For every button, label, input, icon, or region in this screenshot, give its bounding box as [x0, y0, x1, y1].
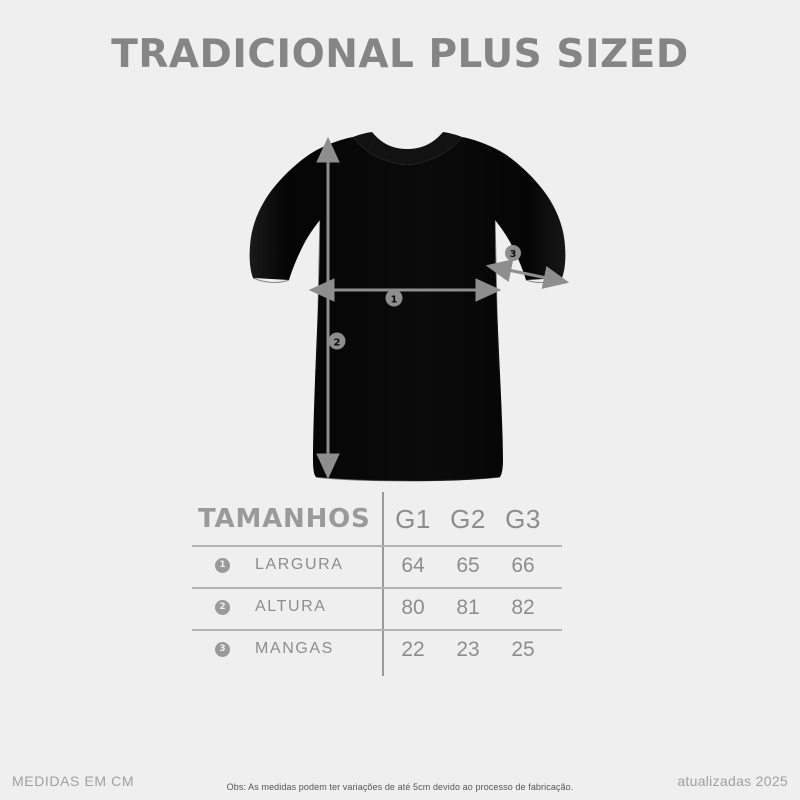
tshirt-diagram: 1 2 3	[240, 120, 570, 495]
cell-mangas-g3: 25	[511, 638, 535, 661]
size-table: TAMANHOS G1 G2 G3 1 LARGURA 64 65 66 2 A…	[192, 492, 562, 682]
svg-text:2: 2	[334, 338, 341, 349]
cell-mangas-g2: 23	[456, 638, 480, 661]
table-row-divider	[192, 587, 562, 589]
row-label-altura: ALTURA	[255, 598, 327, 615]
table-row-divider	[192, 545, 562, 547]
footer-unit-note: MEDIDAS EM CM	[12, 773, 135, 789]
page-title: TRADICIONAL PLUS SIZED	[111, 32, 689, 77]
diagram-badge-3: 3	[505, 245, 521, 261]
row-label-largura: LARGURA	[255, 556, 344, 573]
table-column-header-g1: G1	[395, 504, 431, 534]
footer-disclaimer: Obs: As medidas podem ter variações de a…	[226, 782, 574, 792]
cell-largura-g2: 65	[456, 554, 480, 577]
measure-line-mangas	[485, 259, 570, 289]
row-badge-mangas: 3	[215, 642, 230, 657]
footer-updated: atualizadas 2025	[677, 773, 788, 789]
row-badge-largura: 1	[215, 558, 230, 573]
row-label-mangas: MANGAS	[255, 640, 334, 657]
table-header-label: TAMANHOS	[198, 504, 371, 534]
table-column-header-g3: G3	[505, 504, 541, 534]
diagram-badge-2: 2	[328, 332, 346, 350]
tshirt-shape	[249, 132, 566, 482]
row-badge-altura: 2	[215, 600, 230, 615]
cell-altura-g1: 80	[401, 596, 425, 619]
table-column-header-g2: G2	[450, 504, 486, 534]
cell-altura-g3: 82	[511, 596, 535, 619]
cell-altura-g2: 81	[456, 596, 480, 619]
diagram-badge-1: 1	[385, 289, 403, 307]
cell-mangas-g1: 22	[401, 638, 425, 661]
cell-largura-g1: 64	[401, 554, 425, 577]
cell-largura-g3: 66	[511, 554, 535, 577]
svg-text:1: 1	[391, 295, 398, 306]
table-column-divider	[382, 492, 384, 676]
svg-text:3: 3	[510, 249, 517, 260]
table-row-divider	[192, 629, 562, 631]
